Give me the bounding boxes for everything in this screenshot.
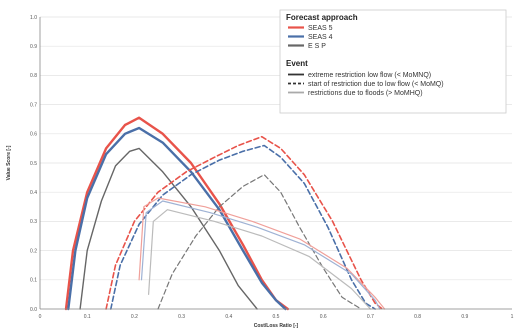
legend-label: extreme restriction low flow (< MoMNQ) [308,72,431,79]
x-tick-label: 0.7 [367,314,374,320]
x-tick-label: 0.1 [84,314,91,320]
legend-box [279,9,507,114]
legend-label: start of restriction due to low flow (< … [308,81,444,88]
y-tick-labels: 0.0 0.1 0.2 0.3 0.4 0.5 0.6 0.7 0.8 0.9 1.0 [30,15,37,313]
legend-label: SEAS 4 [308,34,333,41]
y-axis-title: Value Score [-] [6,145,12,180]
legend-label: restrictions due to floods (> MoMHQ) [308,90,423,97]
series-group [64,116,386,311]
legend-group-event: extreme restriction low flow (< MoMNQ) st… [288,72,444,97]
x-tick-label: 0 [39,314,42,320]
y-tick-label: 0.8 [30,73,37,79]
x-tick-label: 0.8 [414,314,421,320]
y-tick-label: 0.7 [30,102,37,108]
series-line-seas-4 [67,126,287,311]
y-tick-label: 1.0 [30,15,37,21]
legend-title-event: Event [286,59,308,68]
y-tick-label: 0.1 [30,278,37,284]
x-tick-label: 0.2 [131,314,138,320]
x-axis-title: Cost/Loss Ratio [-] [254,323,299,329]
x-tick-label: 0.3 [178,314,185,320]
legend-label: E S P [308,43,326,50]
series-line-e-s-p [148,209,371,310]
y-tick-label: 0.9 [30,44,37,50]
y-tick-label: 0.6 [30,132,37,138]
series-line-seas-5 [138,197,386,310]
y-tick-label: 0.0 [30,307,37,313]
series-line-seas-4 [140,200,381,310]
x-tick-label: 0.4 [225,314,232,320]
series-line-e-s-p [79,147,258,310]
legend-group-forecast-approach: SEAS 5 SEAS 4 E S P [288,25,333,50]
x-tick-label: 0.9 [461,314,468,320]
series-line-seas-5 [64,116,289,311]
series-line-e-s-p [157,174,362,310]
x-tick-label: 0.5 [273,314,280,320]
x-tick-label: 0.6 [320,314,327,320]
series-line-seas-4 [110,144,376,310]
y-tick-label: 0.2 [30,248,37,254]
x-tick-labels: 0 0.1 0.2 0.3 0.4 0.5 0.6 0.7 0.8 0.9 1 [39,314,514,320]
series-line-seas-5 [105,135,384,310]
legend-title-forecast-approach: Forecast approach [286,13,358,22]
legend: Forecast approach SEAS 5 SEAS 4 E S P Even… [279,9,507,114]
y-tick-label: 0.4 [30,190,37,196]
y-tick-label: 0.3 [30,219,37,225]
axes [39,17,512,310]
x-tick-label: 1 [511,314,514,320]
legend-label: SEAS 5 [308,25,333,32]
y-tick-label: 0.5 [30,161,37,167]
